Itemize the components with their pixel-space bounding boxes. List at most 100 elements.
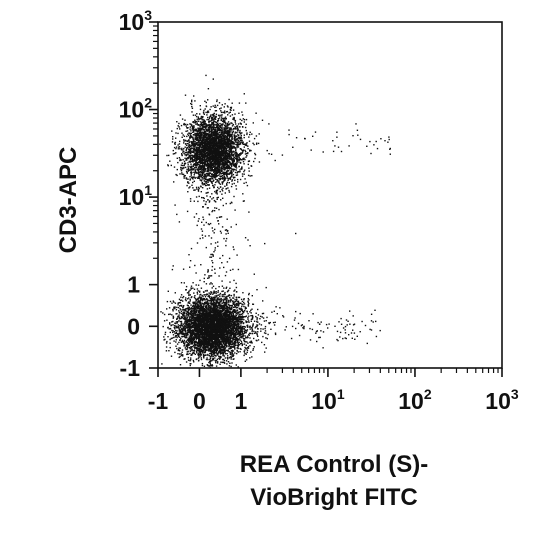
event-dot-negative (217, 294, 219, 296)
event-dot-negative (186, 346, 189, 349)
event-dot-negative (205, 308, 207, 310)
event-dot-negative (200, 298, 202, 301)
event-dot-negative (230, 338, 232, 340)
event-dot-negative (198, 324, 200, 326)
event-dot-negative (220, 352, 222, 354)
event-dot-negative (179, 304, 182, 307)
event-dot-negative (176, 322, 178, 324)
event-dot-negative (225, 325, 227, 327)
event-dot-negative (228, 308, 231, 310)
event-dot-negative (171, 314, 173, 316)
event-dot-negative (234, 317, 236, 319)
event-dot-negative (212, 334, 214, 336)
event-dot-negative (183, 335, 185, 338)
event-dot-negative (248, 292, 250, 295)
event-dot-negative (208, 320, 210, 322)
event-dot-negative (242, 317, 244, 319)
event-dot-negative (194, 333, 196, 336)
event-dot-negative (227, 315, 229, 318)
event-dot-negative (207, 334, 209, 336)
event-dot-negative (247, 316, 249, 319)
event-dot-negative (212, 296, 215, 299)
event-dot-negative (198, 329, 201, 332)
event-dot-negative (206, 326, 208, 328)
event-dot-negative (195, 344, 198, 346)
event-dot-negative (234, 340, 236, 342)
event-dot-negative (205, 315, 207, 318)
event-dot-negative (210, 291, 212, 293)
event-dot-negative (176, 306, 178, 309)
event-dot-negative (203, 344, 206, 347)
event-dot-negative (193, 336, 195, 338)
event-dot-negative (196, 315, 198, 318)
event-dot-negative (207, 305, 209, 307)
event-dot-negative (186, 342, 189, 344)
event-dot-negative (183, 282, 185, 284)
event-dot-negative (190, 309, 193, 312)
event-dot-negative (257, 314, 260, 316)
event-dot-negative (189, 289, 191, 291)
event-dot-negative (211, 291, 213, 294)
event-dot-negative (215, 309, 218, 312)
event-dot-negative (217, 345, 220, 348)
event-dot-negative (236, 320, 239, 322)
event-dot-negative (248, 333, 250, 336)
event-dot-negative (221, 332, 223, 335)
event-dot-negative (196, 313, 199, 315)
event-dot-negative (222, 338, 224, 340)
event-dot-negative (213, 331, 215, 333)
event-dot-negative (204, 330, 206, 333)
event-dot-negative (211, 326, 213, 329)
event-dot-negative (177, 304, 179, 306)
event-dot-negative (209, 331, 211, 333)
event-dot-negative (207, 299, 209, 301)
event-dot-negative (229, 321, 232, 323)
event-dot-negative (212, 320, 214, 323)
event-dot-negative (216, 349, 219, 352)
event-dot-negative (228, 294, 231, 296)
event-dot-negative (230, 341, 232, 343)
event-dot-negative (197, 299, 199, 302)
event-dot-negative (201, 299, 203, 301)
event-dot-negative (226, 353, 228, 355)
event-dot-negative (192, 339, 195, 342)
event-dot-negative (189, 302, 191, 304)
event-dot-negative (172, 334, 175, 336)
event-dot-negative (179, 330, 182, 332)
event-dot-negative (203, 320, 206, 322)
event-dot-negative (213, 323, 215, 325)
event-dot-negative (194, 305, 197, 307)
event-dot-negative (213, 348, 215, 350)
event-dot-negative (231, 352, 233, 354)
event-dot-negative (217, 297, 219, 299)
event-dot-negative (224, 296, 227, 298)
event-dot-negative (232, 297, 234, 299)
event-dot-negative (192, 330, 195, 333)
event-dot-negative (194, 310, 196, 312)
event-dot-negative (197, 338, 199, 340)
event-dot-negative (243, 318, 245, 321)
event-dot-negative (188, 313, 190, 315)
event-dot-negative (212, 285, 215, 287)
event-dot-negative (204, 343, 206, 345)
event-dot-negative (230, 316, 232, 318)
event-dot-negative (178, 333, 180, 335)
event-dot-negative (211, 345, 213, 347)
event-dot-negative (188, 306, 191, 309)
event-dot-negative (198, 332, 200, 334)
event-dot-negative (177, 324, 180, 326)
event-dot-negative (215, 292, 217, 295)
event-dot-negative (245, 331, 247, 334)
event-dot-negative (198, 317, 200, 319)
event-dot-negative (203, 343, 205, 346)
event-dot-negative (195, 318, 197, 321)
event-dot-negative (200, 296, 202, 298)
event-dot-negative (205, 320, 208, 322)
event-dot-negative (212, 325, 214, 327)
event-dot-negative (203, 309, 206, 311)
event-dot-negative (178, 317, 181, 319)
event-dot-negative (191, 312, 193, 315)
event-dot-negative (216, 326, 218, 329)
event-dot-negative (181, 349, 184, 351)
event-dot-negative (223, 298, 225, 300)
